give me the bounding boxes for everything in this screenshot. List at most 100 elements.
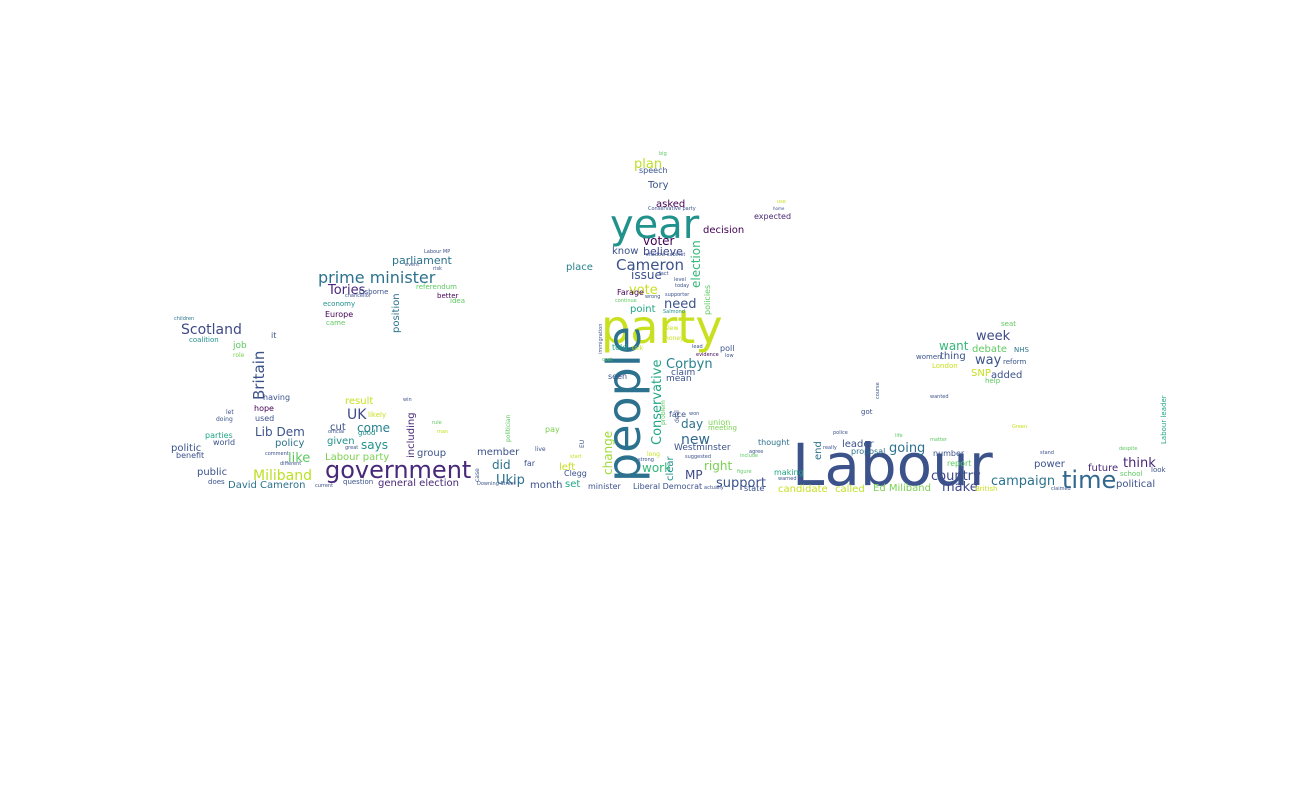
word-says: says: [361, 438, 388, 452]
word-parties: parties: [205, 431, 233, 440]
word-shadow-cabinet: shadow cabinet: [646, 252, 685, 258]
word-politician: politician: [505, 415, 512, 442]
word-mean: mean: [666, 374, 692, 384]
word-politic: politic: [171, 443, 201, 454]
word-expected: expected: [754, 212, 791, 221]
word-people: people: [597, 326, 651, 482]
word-place: place: [566, 262, 593, 273]
word-comment: comment: [265, 451, 289, 457]
word-number: number: [933, 449, 965, 458]
word-cost: cost: [602, 357, 612, 363]
word-campaign: campaign: [991, 474, 1055, 489]
word-way: way: [975, 353, 1002, 368]
word-thing: thing: [940, 351, 966, 362]
word-deal: deal: [674, 410, 681, 423]
word-issue: issue: [631, 268, 662, 282]
word-money: money: [663, 335, 684, 342]
word-did: did: [492, 458, 511, 472]
word-including: including: [406, 412, 417, 458]
word-live: live: [535, 446, 546, 453]
word-downing-street: Downing Street: [477, 481, 516, 487]
word-event: event: [405, 262, 419, 268]
word-day: day: [681, 417, 703, 431]
word-start: start: [570, 454, 582, 460]
word-believe: believe: [643, 245, 683, 258]
word-policy: policy: [275, 438, 305, 449]
word-strong: strong: [638, 457, 654, 463]
word-clegg: Clegg: [564, 469, 587, 478]
word-position: position: [391, 293, 402, 333]
word-used: used: [255, 414, 274, 423]
word-came: came: [326, 319, 345, 327]
word-right: right: [704, 459, 732, 473]
word-ukip: Ukip: [496, 473, 525, 488]
word-britain: Britain: [250, 351, 268, 400]
word-candidate: candidate: [778, 484, 828, 495]
word-vote: vote: [629, 283, 658, 298]
word-voter: voter: [643, 234, 675, 248]
word-making: making: [774, 468, 804, 477]
word-home: home: [773, 206, 785, 211]
word-claim: claim: [671, 368, 695, 378]
word-tories: Tories: [327, 283, 366, 298]
word-today: today: [675, 283, 689, 289]
word-plan: plan: [634, 157, 662, 172]
word-end: end: [813, 441, 824, 460]
word-despite: despite: [1119, 446, 1137, 452]
word-economy: economy: [323, 300, 355, 308]
word-westminster: Westminster: [674, 443, 731, 453]
word-week: week: [976, 329, 1011, 344]
word-labour-leader: Labour leader: [1160, 395, 1168, 444]
word-government: government: [325, 456, 471, 484]
word-conservative-party: Conservative party: [648, 206, 696, 212]
word-immigration: immigration: [598, 324, 604, 354]
word-job: job: [232, 341, 247, 351]
word-official: official: [328, 429, 344, 435]
word-thought: thought: [758, 438, 789, 447]
word-man: man: [437, 429, 448, 435]
word-claimed: claimed: [1051, 486, 1071, 492]
word-scotland: Scotland: [181, 322, 242, 338]
word-current: current: [315, 483, 333, 489]
word-school: school: [1120, 470, 1142, 478]
word-want: want: [939, 339, 969, 353]
word-called: called: [835, 484, 865, 495]
word-slew: slew: [665, 325, 678, 332]
word-doing: doing: [216, 416, 233, 423]
word-election: election: [689, 240, 703, 288]
word-talk: talk: [632, 345, 644, 352]
word-mp: MP: [685, 468, 703, 482]
word-member: member: [477, 447, 520, 458]
word-use: use: [777, 199, 786, 205]
word-really: really: [823, 445, 837, 451]
word-look: look: [1151, 466, 1167, 474]
word-need: need: [664, 297, 697, 312]
word-decision: decision: [703, 225, 744, 236]
word-wrong: wrong: [645, 294, 660, 300]
word-idea: idea: [450, 297, 465, 305]
word-minister: minister: [588, 482, 622, 491]
word-labour-party: Labour party: [325, 452, 389, 463]
word-clear: clear: [665, 455, 676, 481]
word-course: course: [875, 382, 881, 399]
word-hope: hope: [254, 404, 274, 413]
word-think: think: [1123, 456, 1156, 471]
word-new: new: [681, 432, 710, 448]
word-corbyn: Corbyn: [666, 357, 713, 372]
word-agree: agree: [749, 449, 763, 455]
word-chancellor: chancellor: [345, 293, 372, 299]
word-union: union: [708, 418, 730, 427]
word-different: different: [280, 461, 301, 467]
word-europe: Europe: [325, 310, 353, 319]
word-actually: actually: [704, 485, 724, 491]
word-level: level: [674, 277, 686, 283]
word-leader: leader: [842, 439, 875, 450]
word-let: let: [226, 409, 234, 416]
word-point: point: [630, 304, 656, 315]
word-liberal-democrat: Liberal Democrat: [633, 482, 702, 491]
word-report: report: [947, 459, 971, 468]
word-london: London: [932, 362, 958, 370]
word-figure: figure: [737, 469, 752, 475]
